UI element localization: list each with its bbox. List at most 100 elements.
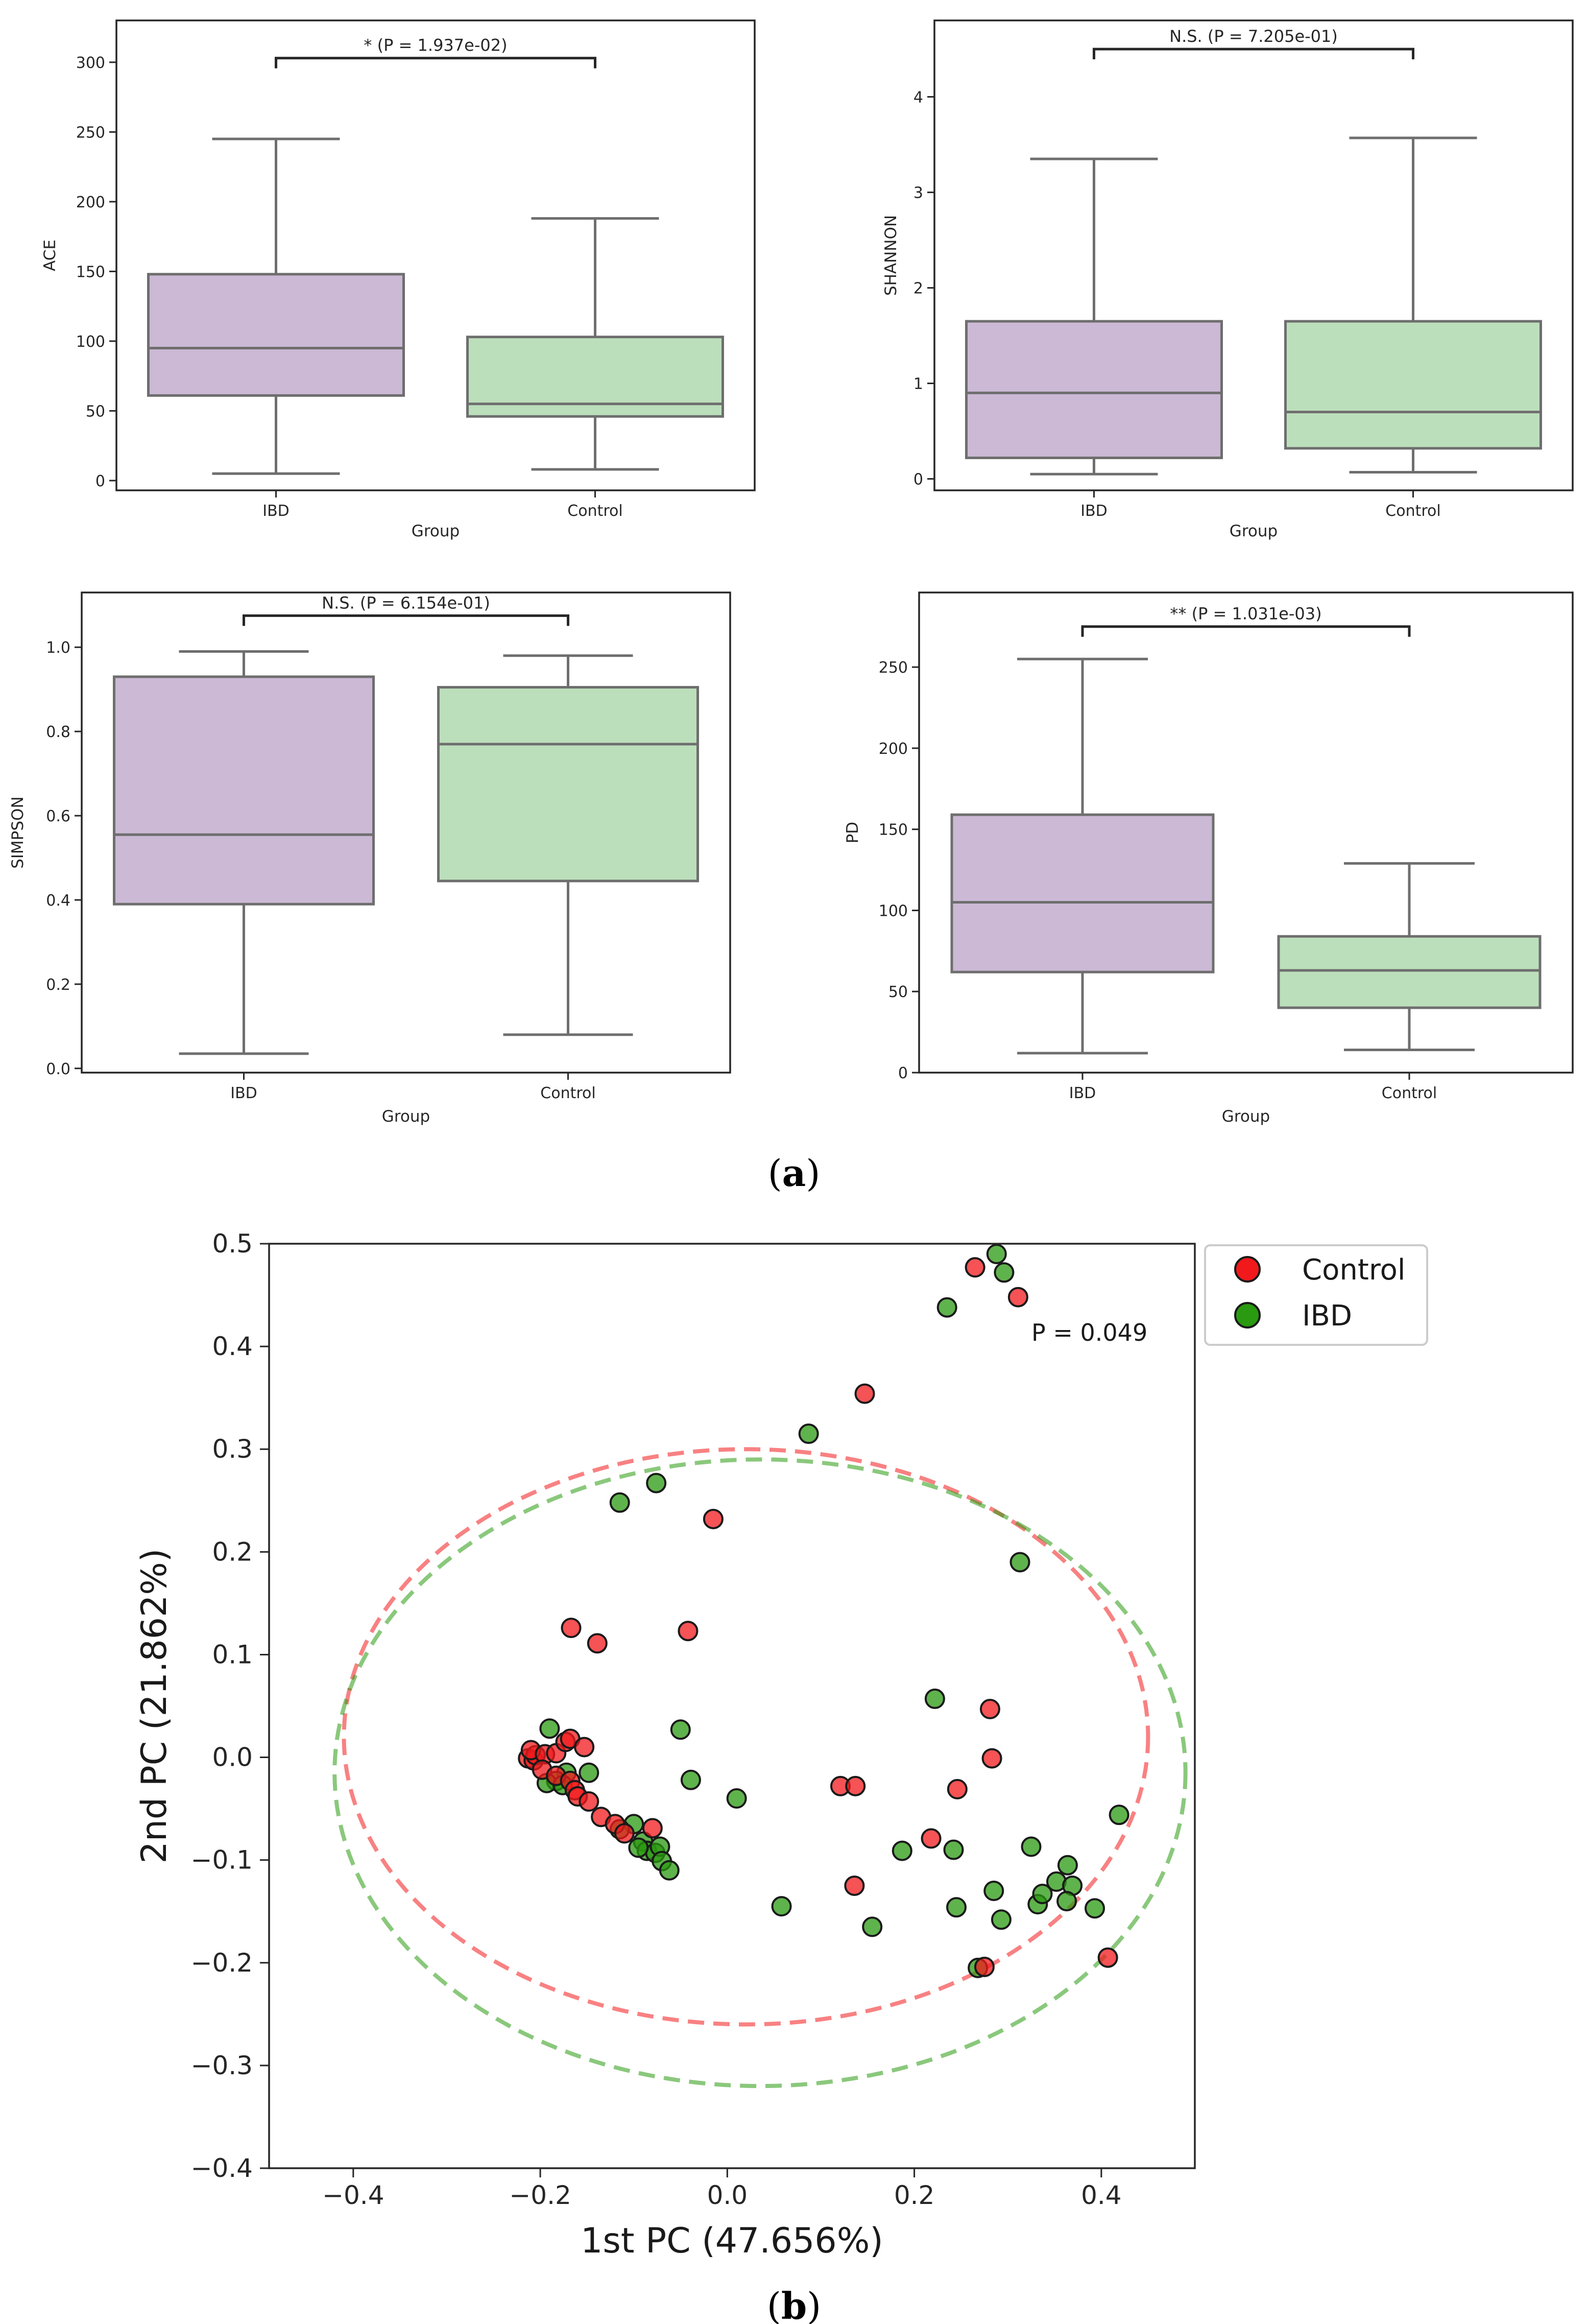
y-tick-label: 0 <box>898 1064 908 1082</box>
y-tick-label: −0.1 <box>191 1845 253 1875</box>
data-point-control <box>947 1778 968 1799</box>
shannon-boxplot: 0 1 2 3 4 IBD Control Group SHANNON N.S. (P = 7.2… <box>882 19 1574 540</box>
x-tick-label: 0.0 <box>707 2180 748 2210</box>
y-axis-label: SHANNON <box>882 215 900 296</box>
data-point-ibd <box>798 1424 819 1444</box>
y-tick-label: 0.0 <box>212 1743 253 1772</box>
y-tick-label: 0.2 <box>46 976 70 994</box>
data-point-ibd <box>1021 1836 1042 1857</box>
data-point-control <box>854 1383 875 1404</box>
data-point-ibd <box>946 1897 967 1918</box>
simpson-boxplot: 0.0 0.2 0.4 0.6 0.8 1.0 IBD Control Group SIMPSON… <box>9 591 731 1126</box>
y-tick-label: 0.2 <box>212 1537 253 1567</box>
x-tick-label: IBD <box>1069 1084 1096 1102</box>
significance-label: N.S. (P = 6.154e-01) <box>322 593 490 612</box>
data-point-ibd <box>726 1788 747 1809</box>
panel-label-a: (a) <box>768 1151 821 1195</box>
data-point-ibd <box>539 1718 560 1739</box>
x-tick-label: Control <box>540 1084 595 1102</box>
legend-marker-control <box>1234 1256 1261 1283</box>
y-tick-label: 250 <box>879 659 908 677</box>
data-point-control <box>979 1699 1000 1720</box>
y-tick-label: 1.0 <box>46 639 70 657</box>
data-point-ibd <box>659 1860 680 1881</box>
panel-label-b: (b) <box>767 2284 822 2324</box>
y-tick-label: 250 <box>76 124 105 141</box>
confidence-ellipse-ibd <box>332 1457 1188 2089</box>
box-ibd <box>965 320 1223 459</box>
y-tick-label: 200 <box>76 194 105 211</box>
x-tick-label: Control <box>567 502 622 520</box>
data-point-ibd <box>943 1839 964 1860</box>
y-tick-label: 100 <box>879 902 908 920</box>
data-point-control <box>981 1748 1002 1769</box>
data-point-ibd <box>1109 1805 1129 1825</box>
data-point-control <box>1007 1287 1028 1308</box>
data-point-ibd <box>670 1719 691 1740</box>
y-axis-label: PD <box>844 822 862 844</box>
data-point-ibd <box>1009 1552 1030 1573</box>
x-tick-label: 0.4 <box>1081 2180 1122 2210</box>
significance-label: * (P = 1.937e-02) <box>364 36 507 55</box>
significance-label: ** (P = 1.031e-03) <box>1170 604 1321 624</box>
x-tick-label: −0.4 <box>322 2180 384 2210</box>
data-point-control <box>579 1791 599 1812</box>
data-point-control <box>965 1257 985 1278</box>
y-tick-label: 2 <box>913 280 923 298</box>
box-ibd <box>113 675 375 906</box>
y-tick-label: −0.2 <box>191 1948 253 1978</box>
y-tick-label: 0.6 <box>46 808 70 825</box>
axes-frame <box>918 591 1574 1074</box>
data-point-ibd <box>862 1916 883 1937</box>
data-point-ibd <box>983 1881 1004 1901</box>
x-tick-label: IBD <box>1080 502 1108 520</box>
y-axis-label: SIMPSON <box>9 796 27 869</box>
axes-frame <box>81 591 731 1074</box>
y-tick-label: 100 <box>76 333 105 351</box>
data-point-ibd <box>994 1262 1015 1283</box>
x-tick-label: Control <box>1382 1084 1437 1102</box>
data-point-ibd <box>1032 1884 1053 1905</box>
legend-label-ibd: IBD <box>1302 1299 1352 1333</box>
axes-frame <box>268 1243 1196 2169</box>
data-point-control <box>921 1828 942 1849</box>
y-tick-label: 50 <box>86 402 105 420</box>
x-tick-label: 0.2 <box>894 2180 935 2210</box>
y-tick-label: 0 <box>95 472 105 490</box>
data-point-ibd <box>986 1244 1007 1265</box>
y-axis-label: ACE <box>41 240 59 271</box>
x-tick-label: IBD <box>262 502 290 520</box>
data-point-ibd <box>628 1837 649 1858</box>
x-axis-label: Group <box>412 522 460 540</box>
x-axis-label: Group <box>382 1107 430 1126</box>
x-tick-label: IBD <box>230 1084 257 1102</box>
data-point-control <box>703 1508 724 1529</box>
y-tick-label: 300 <box>76 54 105 72</box>
data-point-ibd <box>771 1896 792 1917</box>
data-point-ibd <box>1085 1898 1105 1919</box>
p-value-annotation: P = 0.049 <box>1031 1319 1147 1346</box>
x-tick-label: Control <box>1385 502 1440 520</box>
legend-marker-ibd <box>1234 1302 1261 1329</box>
axes-frame <box>933 19 1574 491</box>
ace-boxplot: 0 50 100 150 200 250 300 IBD Control Group ACE * (P… <box>41 19 756 540</box>
y-tick-label: −0.3 <box>191 2051 253 2080</box>
data-point-control <box>614 1823 635 1844</box>
box-control <box>437 686 699 883</box>
y-tick-label: 0 <box>913 471 923 489</box>
data-point-ibd <box>936 1297 957 1318</box>
significance-label: N.S. (P = 7.205e-01) <box>1169 27 1338 46</box>
axes-frame <box>115 19 756 491</box>
significance-bracket <box>1093 48 1414 60</box>
y-tick-label: 0.4 <box>46 892 70 910</box>
y-tick-label: −0.4 <box>191 2153 253 2183</box>
y-tick-label: 1 <box>913 375 923 393</box>
y-tick-label: 0.0 <box>46 1060 70 1078</box>
y-axis-label: 2nd PC (21.862%) <box>134 1549 175 1864</box>
data-point-ibd <box>1057 1855 1078 1876</box>
significance-bracket <box>275 57 596 68</box>
data-point-ibd <box>991 1909 1012 1930</box>
box-control <box>1284 320 1542 450</box>
data-point-control <box>845 1775 866 1796</box>
